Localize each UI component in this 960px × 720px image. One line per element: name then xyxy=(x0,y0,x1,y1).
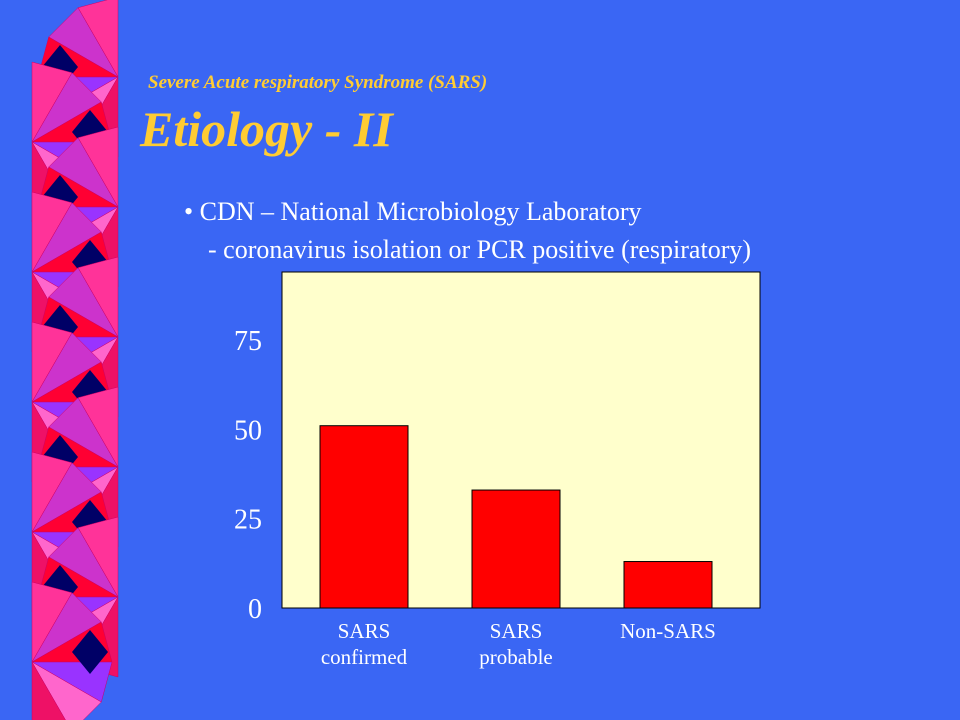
bar xyxy=(623,561,713,609)
chart-subtitle: Severe Acute respiratory Syndrome (SARS) xyxy=(148,72,487,93)
chart-title: Etiology - II xyxy=(139,101,394,157)
x-tick-label: SARS confirmed xyxy=(320,619,408,669)
x-tick-label: SARS probable xyxy=(479,619,553,669)
y-tick-label: 50 xyxy=(234,415,262,446)
bar xyxy=(319,425,409,609)
decoration xyxy=(31,0,119,720)
bullet: - coronavirus isolation or PCR positive … xyxy=(208,235,751,264)
bullet: • CDN – National Microbiology Laboratory xyxy=(184,197,642,226)
y-tick-label: 0 xyxy=(248,594,262,625)
fan-wedge xyxy=(31,661,66,720)
x-tick-label: Non-SARS xyxy=(620,619,716,643)
bar xyxy=(471,489,561,609)
y-tick-label: 25 xyxy=(234,505,262,536)
y-tick-label: 75 xyxy=(234,326,262,357)
fan-diamond xyxy=(72,630,108,674)
